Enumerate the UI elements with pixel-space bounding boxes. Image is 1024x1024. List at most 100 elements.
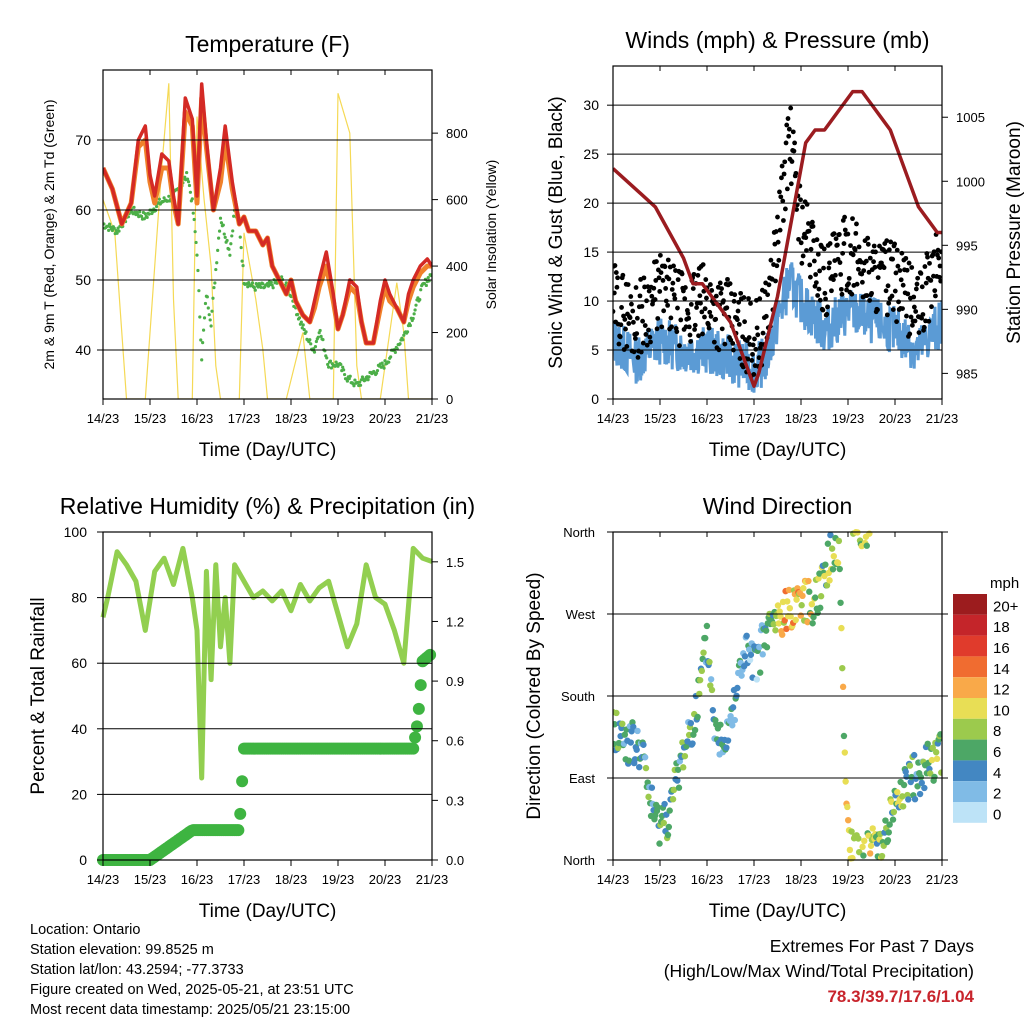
gust-point [630,308,636,314]
gust-point [918,270,924,276]
direction-point [810,613,817,621]
temp-x-axis-label: Time (Day/UTC) [199,440,337,461]
direction-point [855,835,862,842]
gust-point [911,294,917,300]
gust-point [785,116,791,121]
dewpoint-point [199,338,203,342]
speed-legend-title: mph [990,575,1019,592]
speed-legend-swatch [953,677,987,698]
gust-point [749,358,755,363]
gust-point [746,296,751,301]
relative-humidity-line [100,545,433,781]
direction-point [613,721,618,728]
direction-y-axis-label: Direction (Colored By Speed) [524,572,545,819]
direction-point [625,757,633,764]
direction-point [777,613,784,620]
gust-point [702,306,708,312]
direction-point [800,585,807,592]
direction-point [804,618,811,626]
gust-point [849,291,855,297]
speed-legend-swatch [953,594,987,615]
gust-point [807,262,813,268]
dewpoint-point [342,372,347,377]
direction-point [656,840,663,847]
dewpoint-point [275,281,279,285]
gust-point [622,317,628,322]
direction-point [669,796,677,803]
gust-point [623,326,628,332]
precip-point [412,702,425,715]
gust-point [803,235,809,241]
dewpoint-point [358,380,362,384]
dewpoint-point [142,217,146,221]
temp-y-axis-label-right: Solar Insolation (Yellow) [483,160,499,310]
direction-point [798,602,805,609]
speed-legend-label: 12 [993,682,1010,699]
gust-point [707,282,713,287]
direction-point [703,622,711,630]
gust-point [682,296,688,302]
speed-legend-label: 14 [993,661,1010,678]
gust-point [900,306,905,311]
direction-point [899,803,907,810]
speed-legend-swatch [953,739,987,761]
dewpoint-point [240,259,244,263]
dewpoint-point [312,350,317,354]
gust-point [853,230,859,236]
wind-tick-label-x: 15/23 [644,411,677,426]
direction-point [827,531,834,539]
gust-point [919,315,925,321]
dewpoint-point [328,359,333,363]
direction-point [931,773,938,781]
gust-point [670,280,676,286]
speed-legend-swatch [953,802,987,823]
gust-point [675,305,680,311]
direction-point [707,676,715,683]
gust-point [763,313,769,319]
direction-point [634,727,641,735]
rh-tick-label-right: 0.0 [446,853,464,868]
gust-point [810,223,816,229]
direction-point [888,798,895,805]
gust-point [698,300,703,306]
precip-point [424,648,437,661]
direction-point [840,732,848,740]
gust-point [861,268,867,274]
gust-point [796,236,801,242]
direction-point [809,620,816,627]
gust-point [904,267,910,273]
gust-point [625,282,631,287]
gust-point [685,310,691,316]
rh-tick-label-right: 0.3 [446,793,464,808]
gust-point [781,218,786,223]
gust-point [871,243,877,249]
direction-point [902,768,909,775]
dewpoint-point [154,204,159,209]
gust-point [663,286,669,291]
speed-legend-label: 8 [993,723,1001,740]
direction-point [815,575,822,582]
dewpoint-point [309,342,313,346]
direction-point [660,819,667,827]
wind-tick-label-right: 990 [956,302,978,317]
direction-point [621,731,629,738]
gust-point [640,340,646,346]
speed-legend-label: 20+ [993,598,1019,615]
direction-point [889,816,897,823]
dewpoint-point [345,379,349,383]
gust-point [854,281,860,287]
gust-point [875,307,880,313]
gust-point [864,293,870,298]
precip-point [409,731,422,744]
gust-point [791,148,797,154]
wind-tick-label-x: 21/23 [926,411,959,426]
gust-point [825,304,830,310]
gust-point [661,308,667,314]
gust-point [633,285,639,290]
gust-point [821,246,827,252]
dir-tick-label-left: North [563,525,595,540]
direction-point [614,744,622,752]
direction-point [702,634,709,642]
gust-point [774,263,780,269]
gust-point [632,336,638,341]
